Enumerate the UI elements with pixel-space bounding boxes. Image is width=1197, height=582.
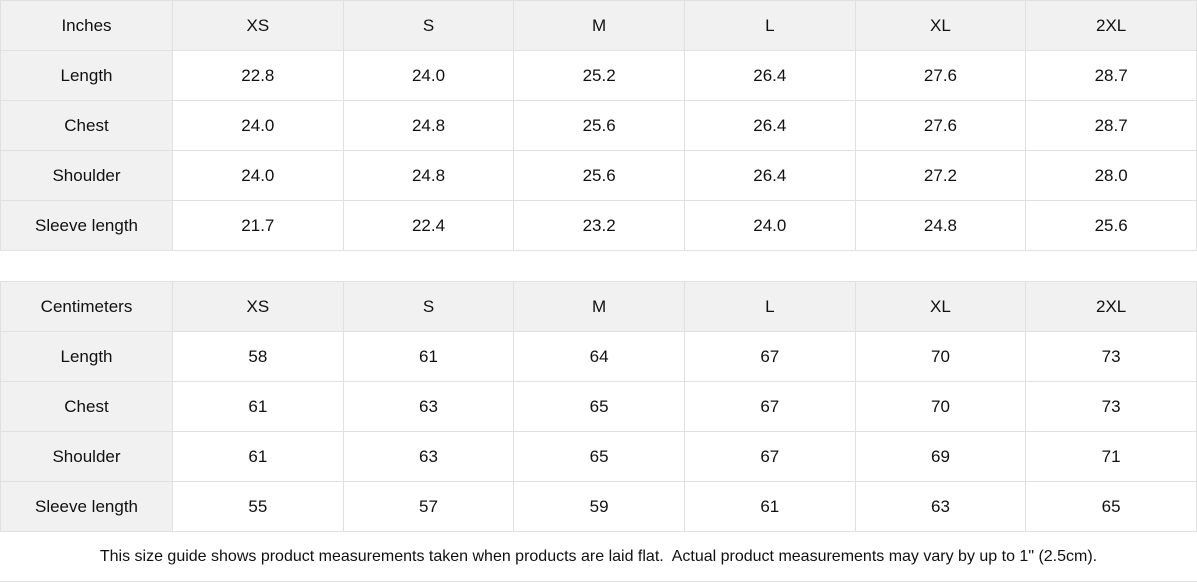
measurement-cell: 21.7 bbox=[172, 200, 344, 251]
measurement-cell: 24.0 bbox=[172, 100, 344, 151]
measurement-cell: 61 bbox=[172, 431, 344, 482]
measurement-cell: 26.4 bbox=[683, 100, 856, 151]
table-gap bbox=[0, 251, 1197, 281]
table-row: Sleeve length 21.7 22.4 23.2 24.0 24.8 25.6 bbox=[0, 200, 1197, 251]
measurement-cell: 64 bbox=[513, 331, 685, 382]
measurement-cell: 63 bbox=[854, 481, 1027, 532]
size-header-xl: XL bbox=[854, 0, 1027, 51]
unit-header-centimeters: Centimeters bbox=[0, 281, 173, 332]
size-header-m: M bbox=[513, 281, 685, 332]
measurement-cell: 67 bbox=[683, 381, 856, 432]
measurement-cell: 25.6 bbox=[513, 150, 685, 201]
table-row: Length 22.8 24.0 25.2 26.4 27.6 28.7 bbox=[0, 50, 1197, 101]
table-row: Chest 24.0 24.8 25.6 26.4 27.6 28.7 bbox=[0, 100, 1197, 151]
size-header-xl: XL bbox=[854, 281, 1027, 332]
measurement-cell: 27.6 bbox=[854, 100, 1027, 151]
measurement-cell: 27.2 bbox=[854, 150, 1027, 201]
table-row: Shoulder 61 63 65 67 69 71 bbox=[0, 431, 1197, 482]
measurement-cell: 59 bbox=[513, 481, 685, 532]
measurement-cell: 24.0 bbox=[342, 50, 515, 101]
measurement-cell: 24.0 bbox=[683, 200, 856, 251]
unit-header-inches: Inches bbox=[0, 0, 173, 51]
row-label: Length bbox=[0, 50, 173, 101]
measurement-cell: 63 bbox=[342, 431, 515, 482]
measurement-cell: 24.8 bbox=[342, 100, 515, 151]
row-label: Chest bbox=[0, 100, 173, 151]
size-header-l: L bbox=[683, 281, 856, 332]
size-header-xs: XS bbox=[172, 0, 344, 51]
measurement-cell: 23.2 bbox=[513, 200, 685, 251]
row-label: Sleeve length bbox=[0, 200, 173, 251]
measurement-cell: 70 bbox=[854, 331, 1027, 382]
measurement-cell: 28.0 bbox=[1025, 150, 1197, 201]
row-label: Shoulder bbox=[0, 431, 173, 482]
size-header-2xl: 2XL bbox=[1025, 281, 1197, 332]
table-row: Sleeve length 55 57 59 61 63 65 bbox=[0, 481, 1197, 532]
measurement-cell: 27.6 bbox=[854, 50, 1027, 101]
row-label: Shoulder bbox=[0, 150, 173, 201]
measurement-cell: 69 bbox=[854, 431, 1027, 482]
table-row: Chest 61 63 65 67 70 73 bbox=[0, 381, 1197, 432]
row-label: Length bbox=[0, 331, 173, 382]
size-header-s: S bbox=[342, 0, 515, 51]
measurement-cell: 57 bbox=[342, 481, 515, 532]
measurement-cell: 22.4 bbox=[342, 200, 515, 251]
table-row: Length 58 61 64 67 70 73 bbox=[0, 331, 1197, 382]
size-header-xs: XS bbox=[172, 281, 344, 332]
measurement-cell: 61 bbox=[342, 331, 515, 382]
size-table-inches: Inches XS S M L XL 2XL Length 22.8 24.0 25.2 26.4 2… bbox=[0, 0, 1197, 251]
measurement-cell: 65 bbox=[513, 431, 685, 482]
measurement-cell: 26.4 bbox=[683, 150, 856, 201]
size-guide-disclaimer: This size guide shows product measuremen… bbox=[0, 532, 1197, 582]
measurement-cell: 24.0 bbox=[172, 150, 344, 201]
measurement-cell: 26.4 bbox=[683, 50, 856, 101]
measurement-cell: 67 bbox=[683, 431, 856, 482]
measurement-cell: 22.8 bbox=[172, 50, 344, 101]
size-table-centimeters: Centimeters XS S M L XL 2XL Length 58 61 64 67 70 73… bbox=[0, 281, 1197, 532]
measurement-cell: 67 bbox=[683, 331, 856, 382]
measurement-cell: 73 bbox=[1025, 381, 1197, 432]
measurement-cell: 25.6 bbox=[513, 100, 685, 151]
row-label: Sleeve length bbox=[0, 481, 173, 532]
row-label: Chest bbox=[0, 381, 173, 432]
size-header-2xl: 2XL bbox=[1025, 0, 1197, 51]
measurement-cell: 25.2 bbox=[513, 50, 685, 101]
measurement-cell: 65 bbox=[513, 381, 685, 432]
measurement-cell: 73 bbox=[1025, 331, 1197, 382]
measurement-cell: 58 bbox=[172, 331, 344, 382]
measurement-cell: 24.8 bbox=[854, 200, 1027, 251]
measurement-cell: 65 bbox=[1025, 481, 1197, 532]
measurement-cell: 24.8 bbox=[342, 150, 515, 201]
table-row: Shoulder 24.0 24.8 25.6 26.4 27.2 28.0 bbox=[0, 150, 1197, 201]
size-header-s: S bbox=[342, 281, 515, 332]
measurement-cell: 61 bbox=[172, 381, 344, 432]
size-table-header-row: Centimeters XS S M L XL 2XL bbox=[0, 281, 1197, 332]
measurement-cell: 25.6 bbox=[1025, 200, 1197, 251]
measurement-cell: 63 bbox=[342, 381, 515, 432]
measurement-cell: 61 bbox=[683, 481, 856, 532]
size-header-l: L bbox=[683, 0, 856, 51]
size-header-m: M bbox=[513, 0, 685, 51]
measurement-cell: 70 bbox=[854, 381, 1027, 432]
measurement-cell: 28.7 bbox=[1025, 100, 1197, 151]
measurement-cell: 55 bbox=[172, 481, 344, 532]
measurement-cell: 28.7 bbox=[1025, 50, 1197, 101]
size-table-header-row: Inches XS S M L XL 2XL bbox=[0, 0, 1197, 51]
measurement-cell: 71 bbox=[1025, 431, 1197, 482]
